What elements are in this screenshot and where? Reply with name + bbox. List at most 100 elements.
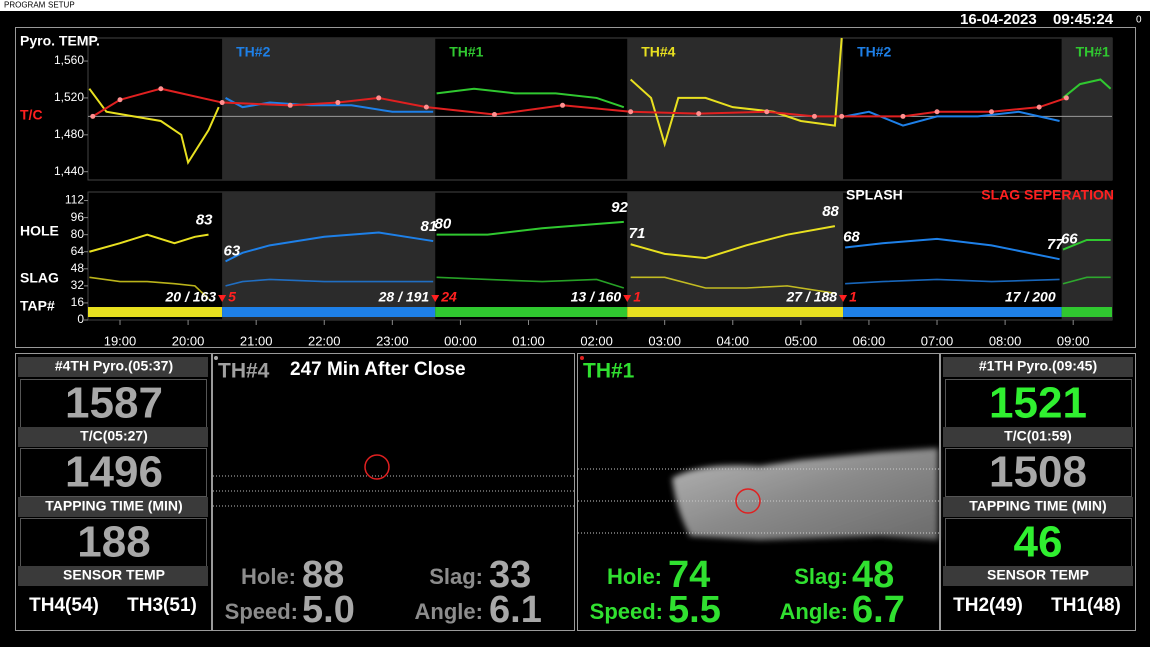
hole-line (630, 225, 836, 260)
date: 16-04-2023 (960, 11, 1037, 28)
y-tick-label: 1,520 (54, 90, 84, 104)
lower-label: HOLE (20, 223, 59, 239)
tc-point (219, 100, 225, 106)
value-box (20, 448, 207, 497)
bands (222, 38, 1112, 320)
stat-value: 6.7 (852, 589, 905, 631)
stat-value: 5.0 (302, 589, 355, 631)
sensor-temp: TH2(49) (953, 595, 1023, 616)
value-box (20, 518, 207, 567)
tc-point (900, 113, 906, 119)
tc-point (934, 109, 940, 115)
x-tick-label: 20:00 (172, 333, 205, 348)
slag-line (630, 276, 836, 295)
pyro-line (844, 110, 1060, 127)
hole-label: 88 (822, 203, 839, 220)
stat-label: Slag: (794, 564, 848, 589)
tap-label: 20 / 163 (165, 289, 217, 305)
reading-label: TAPPING TIME (MIN) (45, 498, 182, 514)
hole-label: 66 (1061, 231, 1078, 248)
reading-label: #4TH Pyro.(05:37) (55, 358, 173, 374)
reading-value: 1496 (65, 448, 163, 497)
tc-label: T/C (20, 107, 43, 123)
tc-point (90, 113, 96, 119)
pyro-line (436, 87, 625, 109)
value-box (20, 379, 207, 428)
stat-label: Speed: (590, 599, 663, 624)
x-tick-label: 09:00 (1057, 333, 1090, 348)
tap-band (1061, 192, 1112, 320)
value-box (945, 518, 1132, 567)
tap-band (222, 38, 436, 180)
reading-value: 1521 (989, 379, 1087, 428)
tap-bar (88, 307, 223, 317)
tc-point (335, 100, 341, 106)
hole-label: 81 (421, 218, 438, 235)
x-tick-label: 23:00 (376, 333, 409, 348)
stat-value: 33 (489, 554, 531, 596)
slag-line (845, 278, 1060, 285)
stat-value: 74 (668, 554, 710, 596)
lower-label: SLAG (20, 270, 59, 286)
stat-label: Hole: (241, 564, 296, 589)
hole-label: 71 (629, 225, 646, 242)
y-tick-label: 1,560 (54, 53, 84, 67)
hole-label: 92 (611, 199, 628, 216)
menu-item[interactable]: SETUP (48, 1, 75, 10)
stat-label: Angle: (415, 599, 483, 624)
annotation: SPLASH (846, 187, 903, 203)
hole-label: 63 (224, 242, 241, 259)
tap-bar (627, 307, 844, 317)
left-camera (212, 353, 575, 631)
tap-band (222, 192, 436, 320)
tc-point (158, 86, 164, 92)
x-tick-label: 02:00 (580, 333, 613, 348)
tap-label: 17 / 200 (1005, 289, 1056, 305)
x-tick-label: 00:00 (444, 333, 477, 348)
x-tick-label: 01:00 (512, 333, 545, 348)
label-row (18, 566, 208, 586)
pyro-line (88, 88, 220, 165)
x-tick-label: 19:00 (104, 333, 137, 348)
label-row (18, 357, 208, 377)
hole-line (89, 233, 209, 253)
slag-line (1062, 276, 1111, 285)
camera-overlay (213, 475, 574, 507)
value-box (945, 379, 1132, 428)
x-tick-label: 05:00 (785, 333, 818, 348)
sensor-label: SENSOR TEMP (63, 567, 165, 583)
slag-line (436, 276, 625, 289)
tap-bar (435, 307, 628, 317)
pyro-line (225, 97, 434, 113)
reading-value: 1508 (989, 448, 1087, 497)
camera-overlay (578, 468, 939, 534)
menu-item[interactable]: PROGRAM (4, 1, 46, 10)
x-tick-label: 04:00 (716, 333, 749, 348)
label-row (18, 427, 208, 447)
stat-label: Angle: (780, 599, 848, 624)
sensor-temp: TH1(48) (1051, 595, 1121, 616)
stat-value: 88 (302, 554, 344, 596)
tap-marker: 5 (228, 289, 236, 305)
stat-label: Slag: (429, 564, 483, 589)
tc-point (1036, 104, 1042, 110)
stat-label: Speed: (225, 599, 298, 624)
menu-bar (0, 0, 1150, 11)
flame-image (672, 448, 938, 540)
segment-label: TH#1 (1076, 44, 1110, 60)
slag-line (89, 276, 210, 300)
segment-label: TH#2 (236, 44, 270, 60)
y-tick-label: 80 (71, 227, 85, 241)
time: 09:45:24 (1053, 11, 1114, 28)
slag-line (225, 278, 434, 287)
tap-bar (1061, 307, 1112, 317)
y-tick-label: 16 (71, 295, 85, 309)
label-row (943, 497, 1133, 517)
tc-point (423, 104, 429, 110)
sensor-temp: TH4(54) (29, 595, 99, 616)
segment-label: TH#4 (641, 44, 675, 60)
y-tick-label: 112 (65, 193, 84, 207)
target-circle (735, 488, 761, 514)
tap-marker: 1 (633, 289, 641, 305)
